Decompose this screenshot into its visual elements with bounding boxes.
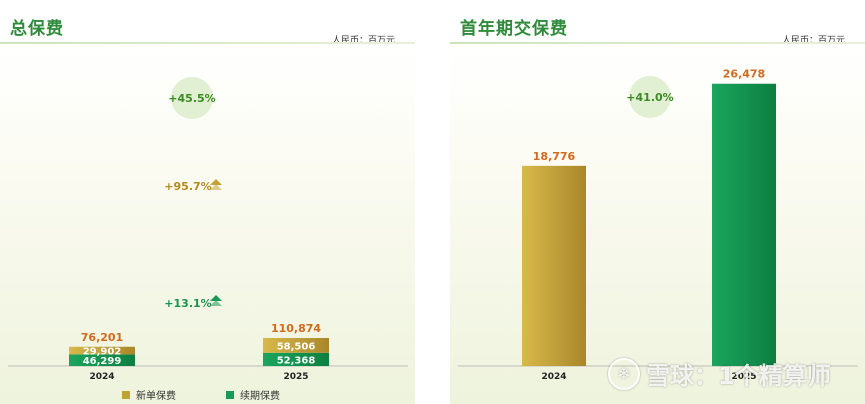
up-arrow-icon	[210, 179, 222, 185]
growth-label: +41.0%	[626, 91, 673, 104]
unit-label: 人民币：百万元	[781, 36, 845, 46]
title-divider	[450, 42, 865, 44]
data-label-value: 18,776	[533, 150, 576, 163]
bar-segment-new	[263, 338, 329, 353]
bar-segment-renewal	[263, 352, 329, 366]
legend-label: 新单保费	[136, 391, 176, 402]
growth-circle	[171, 77, 213, 119]
data-label-total: 76,201	[81, 331, 123, 344]
legend-swatch-gold	[122, 390, 130, 399]
legend-label: 续期保费	[240, 391, 280, 402]
data-label-renewal: 46,299	[83, 356, 122, 367]
growth-label-renewal: +13.1%	[164, 297, 211, 310]
growth-circle	[629, 76, 671, 118]
first-year-premium-chart: 18,776 2024 26,478 2025 +41.0%	[458, 68, 858, 382]
data-label-value: 26,478	[723, 68, 765, 81]
growth-label-total: +45.5%	[168, 92, 215, 105]
bar-segment-new	[69, 346, 135, 355]
growth-label-new: +95.7%	[164, 180, 211, 193]
x-tick-label: 2025	[731, 372, 756, 382]
unit-label: 人民币：百万元	[331, 36, 395, 46]
legend-item-renewal-premium: 续期保费	[226, 387, 280, 402]
bar	[522, 165, 586, 366]
snowball-icon: ❄	[608, 357, 640, 390]
bar	[712, 83, 776, 367]
up-arrow-icon	[210, 300, 222, 306]
data-label-new: 29,902	[83, 347, 122, 358]
total-premium-panel: 总保费 人民币：百万元 46,299 29,902 76,201 2024 52,368…	[0, 0, 415, 404]
legend-swatch-green	[226, 390, 234, 399]
data-label-new: 58,506	[277, 341, 316, 352]
x-tick-label: 2024	[89, 372, 114, 382]
up-arrow-icon	[210, 295, 222, 301]
title-divider	[0, 42, 415, 44]
watermark-text: 雪球：1个精算师	[646, 362, 831, 390]
x-tick-label: 2024	[541, 372, 566, 382]
panel-title: 总保费	[10, 19, 64, 39]
data-label-total: 110,874	[271, 322, 321, 335]
panel-title: 首年期交保费	[460, 19, 568, 39]
bar-segment-renewal	[69, 354, 135, 366]
legend-item-new-premium: 新单保费	[122, 387, 176, 402]
x-tick-label: 2025	[283, 372, 308, 382]
watermark: ❄ 雪球：1个精算师	[608, 356, 831, 391]
first-year-regular-premium-panel: 首年期交保费 人民币：百万元 18,776 2024 26,478 2025 +41.0…	[450, 0, 865, 404]
data-label-renewal: 52,368	[277, 355, 316, 366]
up-arrow-icon	[210, 184, 222, 190]
